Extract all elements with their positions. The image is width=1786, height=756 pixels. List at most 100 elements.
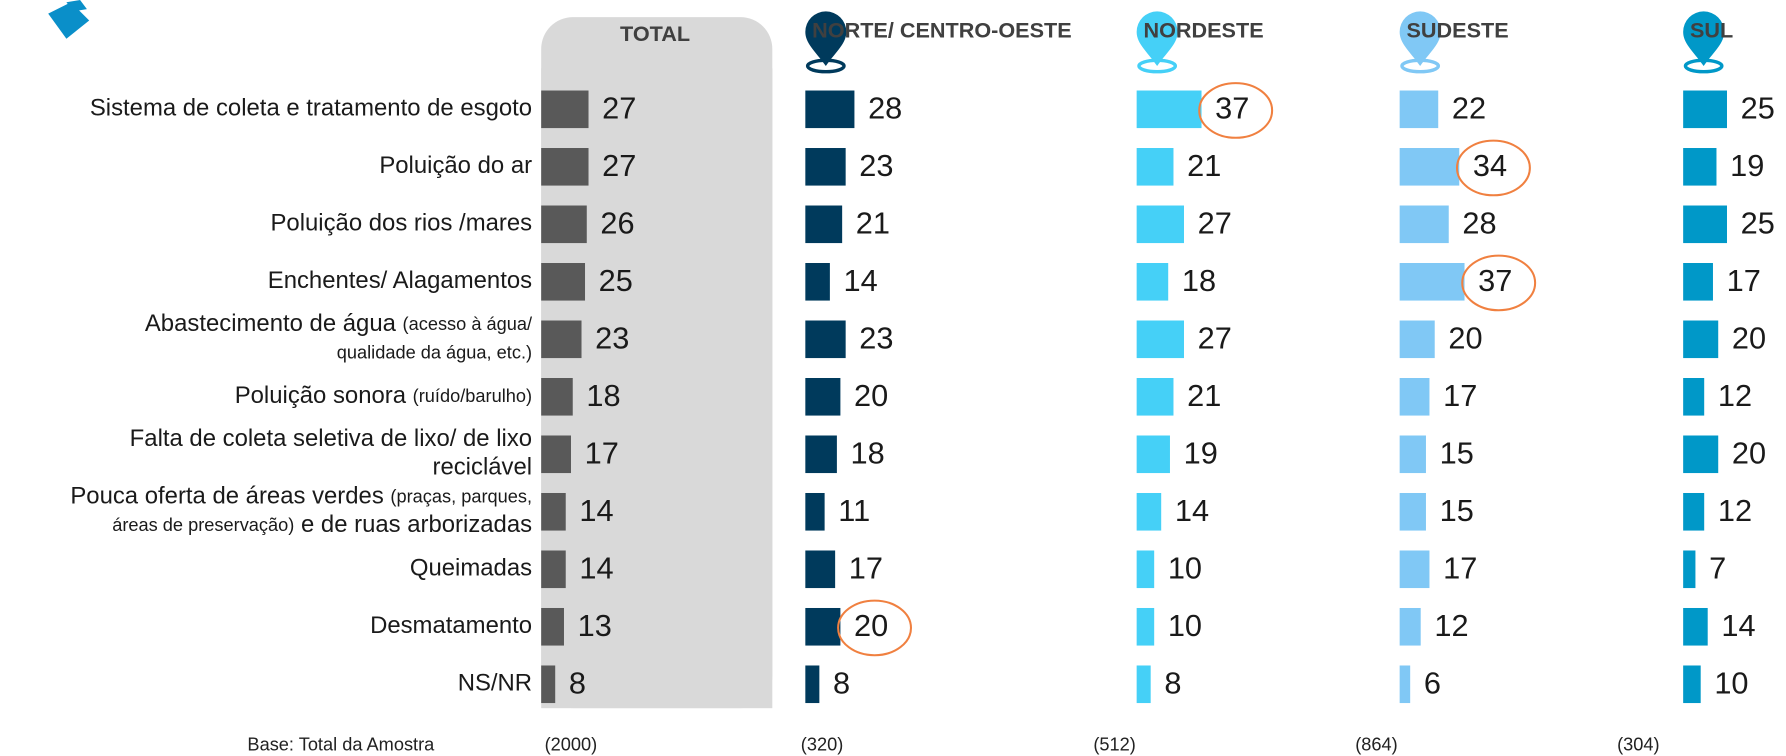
bar [805,205,843,244]
series-header: NORDESTE [1143,18,1263,43]
bar [541,320,582,359]
region-pin-base [1400,58,1441,74]
region-pin [1683,11,1725,67]
base-count: (2000) [545,735,598,755]
category-label-part: Sistema de coleta e tratamento de esgoto [90,95,532,122]
bar [805,492,825,531]
value-label: 14 [844,263,878,298]
category-label: Queimadas [410,555,532,582]
category-label: Poluição sonora (ruído/barulho) [235,382,532,409]
bar [805,550,836,589]
value-label: 10 [1714,666,1748,701]
category-label: Falta de coleta seletiva de lixo/ de lix… [130,425,532,452]
value-label: 21 [856,206,890,241]
category-label-part: Poluição dos rios /mares [270,210,532,237]
base-count: (864) [1355,735,1397,755]
category-label: Sistema de coleta e tratamento de esgoto [90,95,532,122]
category-label: Pouca oferta de áreas verdes (praças, pa… [70,483,532,510]
category-label: Abastecimento de água (acesso à água/ [145,310,533,337]
value-label: 19 [1184,436,1218,471]
base-count: (512) [1093,735,1136,755]
category-label: NS/NR [458,670,532,697]
bar [1683,607,1708,646]
bar [805,435,837,474]
bar [1683,90,1727,129]
bar [805,378,841,416]
base-count: (320) [801,735,844,755]
value-label: 26 [600,206,634,241]
bar [1399,263,1465,301]
bar [1136,263,1169,301]
value-label: 20 [1732,321,1766,356]
value-label: 27 [602,91,636,126]
bar [1399,205,1449,244]
bar [1399,607,1421,646]
base-label: Base: Total da Amostra [247,735,435,755]
value-label: 18 [851,436,885,471]
bar [805,320,846,359]
value-label: 7 [1709,551,1726,586]
region-pin [1399,11,1441,67]
category-label-part: (ruído/barulho) [413,386,532,406]
value-label: 20 [1448,321,1482,356]
category-label-part: Pouca oferta de áreas verdes [70,483,390,510]
bar [1136,320,1184,359]
value-label: 23 [595,321,629,356]
value-label: 12 [1434,608,1468,643]
category-label: Poluição dos rios /mares [270,210,532,237]
bar [1683,378,1705,416]
value-label: 10 [1168,608,1202,643]
category-label-part: (acesso à água/ [403,314,533,334]
category-label-part: (praças, parques, [390,486,532,506]
value-label: 34 [1473,148,1507,183]
region-pin [805,11,847,67]
bar [1136,205,1184,244]
value-label: 12 [1718,493,1752,528]
category-label-part: qualidade da água, etc.) [337,342,532,362]
region-pin-base [1683,58,1724,74]
value-label: 21 [1187,148,1221,183]
bar [541,550,566,589]
category-label: reciclável [433,454,533,481]
region-pin [1136,11,1178,67]
category-label: Enchentes/ Alagamentos [268,267,532,294]
region-pin-base [1137,58,1178,74]
value-label: 17 [1727,263,1761,298]
bar [541,148,589,186]
value-label: 19 [1730,148,1764,183]
value-label: 17 [849,551,883,586]
category-label-part: Poluição sonora [235,382,413,409]
value-label: 12 [1718,378,1752,413]
value-label: 10 [1168,551,1202,586]
value-label: 15 [1440,493,1474,528]
category-label-part: Abastecimento de água [145,310,403,337]
value-label: 27 [1198,206,1232,241]
value-label: 14 [579,493,613,528]
category-label-part: reciclável [433,454,533,481]
bar [1136,90,1202,129]
bar [1399,492,1426,531]
category-label-part: Poluição do ar [379,152,532,179]
category-label-part: e de ruas arborizadas [294,511,532,538]
series-header: SUDESTE [1406,18,1508,43]
bar [1683,205,1727,244]
bar [541,263,586,301]
bar [1399,665,1411,704]
bar [1136,550,1155,589]
value-label: 14 [1175,493,1209,528]
value-label: 17 [1443,551,1477,586]
value-label: 21 [1187,378,1221,413]
series-header: TOTAL [620,21,690,46]
bar [541,90,589,129]
value-label: 14 [1721,608,1755,643]
value-label: 23 [859,148,893,183]
value-label: 18 [1182,263,1216,298]
bar [541,607,564,646]
category-label-part: Desmatamento [370,612,532,639]
value-label: 20 [854,608,888,643]
bar [1399,90,1439,129]
bar [541,205,587,244]
value-label: 14 [579,551,613,586]
value-label: 13 [578,608,612,643]
